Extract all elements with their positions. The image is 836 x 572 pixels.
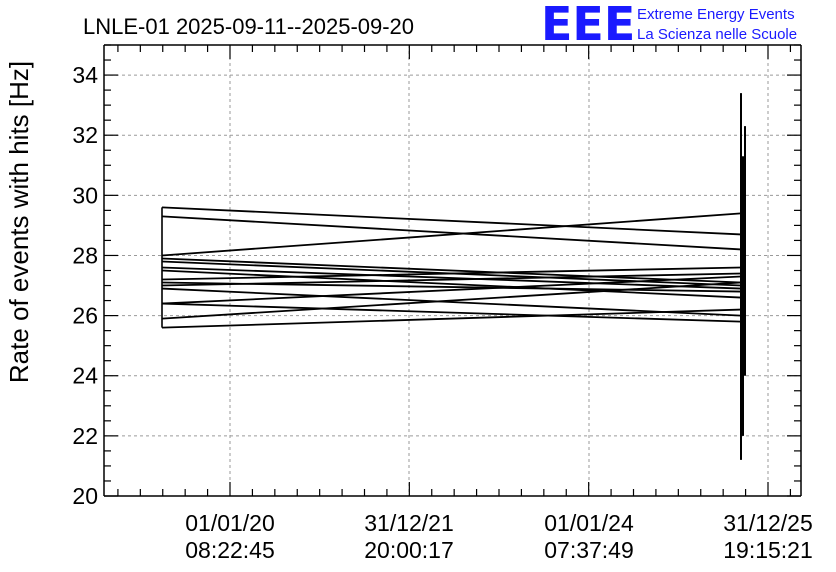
x-tick-label-time: 07:37:49 xyxy=(544,537,634,563)
data-segment xyxy=(161,257,742,284)
data-segment xyxy=(161,206,742,236)
data-segment xyxy=(161,287,742,317)
data-segment xyxy=(161,215,742,251)
y-tick-label: 22 xyxy=(72,423,98,449)
y-tick-label: 26 xyxy=(72,303,98,329)
x-tick-label-date: 31/12/25 xyxy=(723,510,813,536)
data-segment xyxy=(161,308,742,329)
data-segment xyxy=(161,212,742,257)
y-tick-label: 34 xyxy=(72,62,98,88)
y-tick-label: 28 xyxy=(72,242,98,268)
eee-logo: EEE Extreme Energy Events La Scienza nel… xyxy=(541,0,797,51)
chart-title: LNLE-01 2025-09-11--2025-09-20 xyxy=(83,14,414,39)
x-tick-label-date: 01/01/24 xyxy=(544,510,634,536)
x-tick-label-date: 31/12/21 xyxy=(364,510,454,536)
axes xyxy=(103,44,802,497)
x-tick-label-date: 01/01/20 xyxy=(185,510,275,536)
data-layer xyxy=(161,93,746,460)
x-tick-label-time: 08:22:45 xyxy=(185,537,275,563)
data-segment xyxy=(161,275,742,305)
data-segment xyxy=(161,269,742,299)
x-tick-label-time: 20:00:17 xyxy=(364,537,454,563)
logo-line-1: Extreme Energy Events xyxy=(637,6,795,23)
logo-line-2: La Scienza nelle Scuole xyxy=(637,26,797,43)
data-segment xyxy=(161,272,742,287)
data-segment xyxy=(161,266,742,281)
logo-mark: EEE xyxy=(541,0,635,51)
x-tick-label-time: 19:15:21 xyxy=(723,537,813,563)
y-tick-label: 24 xyxy=(72,363,98,389)
y-tick-label: 20 xyxy=(72,483,98,509)
y-tick-label: 30 xyxy=(72,182,98,208)
data-segment xyxy=(161,266,742,290)
y-axis-label: Rate of events with hits [Hz] xyxy=(4,61,34,383)
y-tick-labels: 20 22 24 26 28 30 32 34 xyxy=(72,62,98,509)
data-segment xyxy=(161,281,742,320)
data-segment xyxy=(161,302,742,323)
y-tick-label: 32 xyxy=(72,122,98,148)
grid xyxy=(104,45,801,496)
